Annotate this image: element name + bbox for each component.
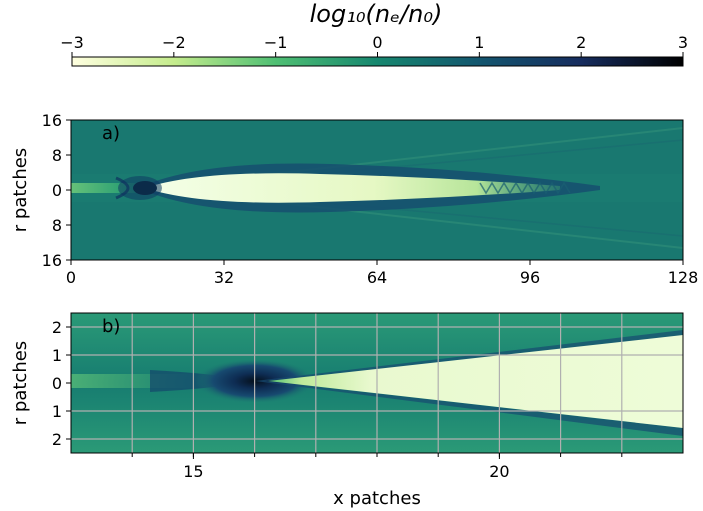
- colorbar-tick-label: 0: [372, 33, 382, 52]
- panel-a-y-tick-label: 16: [42, 251, 62, 270]
- panel-a-x-tick-label: 32: [214, 268, 234, 287]
- panel-a-label: a): [102, 123, 120, 144]
- panel-a-y-tick-label: 0: [52, 181, 62, 200]
- panel-b-y-tick-label: 1: [52, 402, 62, 421]
- colorbar-tick-label: 3: [678, 33, 688, 52]
- panel-a-x-tick-label: 0: [66, 268, 76, 287]
- colorbar-tick-label: −3: [60, 33, 84, 52]
- panel-a-y-ticks: 16 8 0 8 16: [42, 111, 71, 270]
- panel-b-y-ticks: 2 1 0 1 2: [52, 318, 71, 449]
- colorbar-tick-label: −2: [162, 33, 186, 52]
- panel-b-y-tick-label: 1: [52, 346, 62, 365]
- colorbar-tick-label: −1: [264, 33, 288, 52]
- colorbar-tick-label: 2: [576, 33, 586, 52]
- panel-a-y-tick-label: 8: [52, 146, 62, 165]
- panel-a-ylabel: r patches: [10, 148, 31, 232]
- panel-b-y-tick-label: 2: [52, 318, 62, 337]
- colorbar: log₁₀(nₑ/n₀) −3 −2 −1 0 1 2 3: [60, 0, 688, 67]
- panel-b-y-tick-label: 0: [52, 374, 62, 393]
- panel-b-x-tick-label: 20: [489, 462, 509, 481]
- colorbar-tick-label: 1: [474, 33, 484, 52]
- panel-a: a) 0 32 64 96 128 16 8 0 8 16 r patches: [10, 111, 698, 287]
- panel-a-x-ticks: 0 32 64 96 128: [66, 260, 698, 287]
- panel-a-x-tick-label: 96: [520, 268, 540, 287]
- panel-b-label: b): [102, 316, 120, 337]
- panel-a-heatmap: [71, 120, 683, 260]
- panel-b-x-ticks: 15 20: [183, 453, 510, 481]
- panel-b-xlabel: x patches: [333, 488, 421, 509]
- panel-b-y-tick-label: 2: [52, 430, 62, 449]
- panel-a-y-tick-label: 8: [52, 216, 62, 235]
- panel-b-grid: [71, 313, 683, 457]
- panel-a-x-tick-label: 128: [668, 268, 699, 287]
- panel-a-y-tick-label: 16: [42, 111, 62, 130]
- colorbar-ticks: −3 −2 −1 0 1 2 3: [60, 33, 688, 57]
- colorbar-title: log₁₀(nₑ/n₀): [310, 0, 443, 28]
- panel-b-ylabel: r patches: [10, 341, 31, 425]
- panel-a-x-tick-label: 64: [367, 268, 387, 287]
- panel-b-x-tick-label: 15: [183, 462, 203, 481]
- colorbar-gradient: [71, 56, 684, 67]
